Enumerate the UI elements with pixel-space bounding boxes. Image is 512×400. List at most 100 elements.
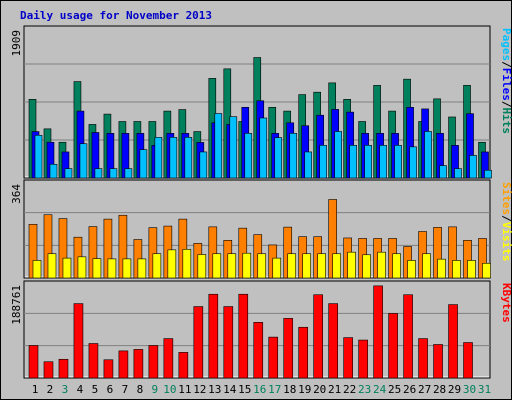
x-tick-label-day-15: 15	[238, 383, 251, 396]
bar-pages-day-8	[139, 149, 148, 179]
x-tick-label-day-31: 31	[478, 383, 491, 396]
x-tick-label-day-6: 6	[107, 383, 114, 396]
bar-sites-day-4	[77, 256, 87, 279]
legend-separator: /	[500, 215, 512, 222]
bar-sites-day-5	[92, 258, 102, 279]
x-tick-label-day-2: 2	[47, 383, 54, 396]
x-tick-label-day-22: 22	[343, 383, 356, 396]
bar-kbytes-day-7	[118, 350, 129, 379]
bar-sites-day-16	[257, 253, 267, 279]
x-tick-label-day-8: 8	[137, 383, 144, 396]
x-tick-label-day-5: 5	[92, 383, 99, 396]
legend-item-sites: Sites	[500, 182, 512, 215]
bar-pages-day-12	[199, 151, 208, 179]
bar-pages-day-18	[289, 133, 298, 179]
x-tick-label-day-12: 12	[193, 383, 206, 396]
bar-kbytes-day-14	[223, 306, 234, 379]
bar-pages-day-9	[154, 136, 163, 179]
x-tick-label-day-29: 29	[448, 383, 461, 396]
bar-kbytes-day-18	[283, 318, 294, 379]
bar-pages-day-22	[349, 145, 357, 179]
bar-kbytes-day-11	[178, 352, 189, 379]
x-tick-label-day-9: 9	[152, 383, 159, 396]
bar-kbytes-day-15	[238, 293, 249, 379]
bar-kbytes-day-26	[403, 294, 413, 379]
bar-pages-day-13	[214, 113, 223, 179]
legend-item-visits: Visits	[500, 222, 512, 262]
bar-pages-day-23	[364, 145, 372, 179]
x-tick-label-day-19: 19	[298, 383, 311, 396]
bar-sites-day-6	[107, 258, 117, 279]
bar-kbytes-day-3	[58, 358, 69, 379]
bar-pages-day-16	[259, 117, 268, 179]
bar-sites-day-17	[272, 257, 282, 279]
bar-pages-day-25	[394, 145, 402, 179]
bar-pages-day-17	[274, 137, 283, 179]
bar-sites-day-22	[347, 251, 356, 279]
bar-pages-day-19	[304, 151, 313, 179]
bar-pages-day-3	[64, 168, 73, 179]
x-tick-label-day-1: 1	[32, 383, 39, 396]
bar-kbytes-day-17	[268, 336, 279, 379]
bar-kbytes-day-25	[388, 313, 398, 379]
x-tick-label-day-25: 25	[388, 383, 401, 396]
x-tick-label-day-28: 28	[433, 383, 446, 396]
bar-kbytes-day-1	[28, 345, 39, 379]
x-tick-label-day-26: 26	[403, 383, 416, 396]
bar-kbytes-day-23	[358, 339, 368, 379]
bar-pages-day-4	[79, 143, 88, 179]
legend-visits-sites: Sites/Visits	[500, 182, 512, 262]
max-label-kbytes: 188761	[10, 285, 23, 325]
bar-sites-day-18	[287, 253, 297, 279]
legend-item-files: Files	[500, 68, 512, 101]
bar-sites-day-14	[227, 253, 237, 279]
x-tick-label-day-17: 17	[268, 383, 281, 396]
bar-pages-day-29	[454, 168, 462, 179]
bar-pages-day-10	[169, 136, 178, 179]
bar-sites-day-11	[182, 249, 192, 279]
legend-kbytes: KBytes	[500, 283, 512, 323]
bar-pages-day-2	[49, 163, 58, 179]
bar-kbytes-day-16	[253, 322, 264, 379]
x-tick-label-day-27: 27	[418, 383, 431, 396]
bar-pages-day-11	[184, 136, 193, 179]
bar-sites-day-3	[62, 257, 72, 279]
bar-sites-day-21	[332, 253, 341, 279]
x-tick-label-day-20: 20	[313, 383, 326, 396]
bar-sites-day-10	[167, 249, 177, 279]
bar-sites-day-9	[152, 253, 162, 279]
bar-sites-day-19	[302, 253, 312, 279]
bar-kbytes-day-2	[43, 361, 54, 379]
x-tick-label-day-10: 10	[163, 383, 176, 396]
bar-sites-day-20	[317, 253, 326, 279]
legend-separator: /	[500, 61, 512, 68]
x-tick-label-day-7: 7	[122, 383, 129, 396]
bar-sites-day-1	[32, 260, 42, 279]
bar-pages-day-24	[379, 145, 387, 179]
legend-item-pages: Pages	[500, 28, 512, 61]
bar-pages-day-6	[109, 168, 118, 179]
bar-kbytes-day-30	[463, 342, 473, 379]
x-tick-label-day-11: 11	[178, 383, 191, 396]
legend-hits-files-pages: Pages/Files/Hits	[500, 28, 512, 134]
bar-kbytes-day-28	[433, 344, 443, 379]
bar-sites-day-15	[242, 252, 252, 279]
bar-pages-day-21	[334, 131, 342, 179]
bar-sites-day-7	[122, 258, 132, 279]
max-label-visits-sites: 364	[10, 184, 23, 204]
bar-pages-day-26	[409, 146, 417, 179]
x-tick-label-day-14: 14	[223, 383, 237, 396]
x-tick-label-day-13: 13	[208, 383, 221, 396]
max-label-hits-files-pages: 1909	[10, 30, 23, 57]
bar-kbytes-day-29	[448, 304, 458, 379]
bar-sites-day-23	[362, 254, 371, 279]
bar-pages-day-7	[124, 168, 133, 179]
bar-kbytes-day-21	[328, 303, 338, 379]
bar-pages-day-20	[319, 145, 327, 179]
bar-pages-day-30	[469, 155, 477, 179]
bar-pages-day-1	[34, 134, 43, 179]
bar-kbytes-day-5	[88, 343, 99, 379]
bar-kbytes-day-20	[313, 294, 323, 379]
bar-kbytes-day-24	[373, 285, 383, 379]
